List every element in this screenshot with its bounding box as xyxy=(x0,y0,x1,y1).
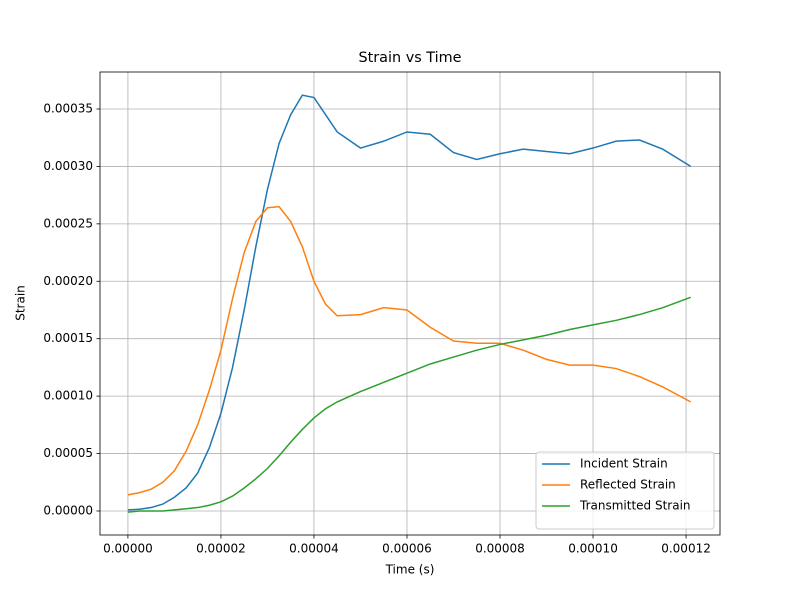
x-tick-label: 0.00012 xyxy=(661,542,711,556)
y-tick-label: 0.00020 xyxy=(43,274,93,288)
y-tick-label: 0.00010 xyxy=(43,389,93,403)
x-tick-label: 0.00006 xyxy=(382,542,432,556)
x-tick-label: 0.00008 xyxy=(475,542,525,556)
plot-frame xyxy=(99,71,721,536)
data-line xyxy=(127,94,692,511)
y-tick-label: 0.00025 xyxy=(43,216,93,230)
y-tick-label: 0.00035 xyxy=(43,101,93,115)
y-tick-label: 0.00000 xyxy=(43,503,93,517)
x-tick-label: 0.00010 xyxy=(568,542,618,556)
x-tick-label: 0.00000 xyxy=(103,542,153,556)
legend-label: Transmitted Strain xyxy=(579,499,691,513)
x-tick-label: 0.00004 xyxy=(289,542,339,556)
data-line xyxy=(127,296,691,513)
legend-label: Incident Strain xyxy=(580,457,668,471)
y-tick-label: 0.00005 xyxy=(43,446,93,460)
legend-box xyxy=(535,451,715,530)
x-axis-label: Time (s) xyxy=(385,563,435,577)
y-tick-label: 0.00030 xyxy=(43,159,93,173)
y-tick-label: 0.00015 xyxy=(43,331,93,345)
y-axis-label: Strain xyxy=(14,285,28,321)
legend-label: Reflected Strain xyxy=(580,478,676,492)
chart-title: Strain vs Time xyxy=(358,50,461,66)
x-tick-label: 0.00002 xyxy=(196,542,246,556)
data-line xyxy=(127,205,692,496)
